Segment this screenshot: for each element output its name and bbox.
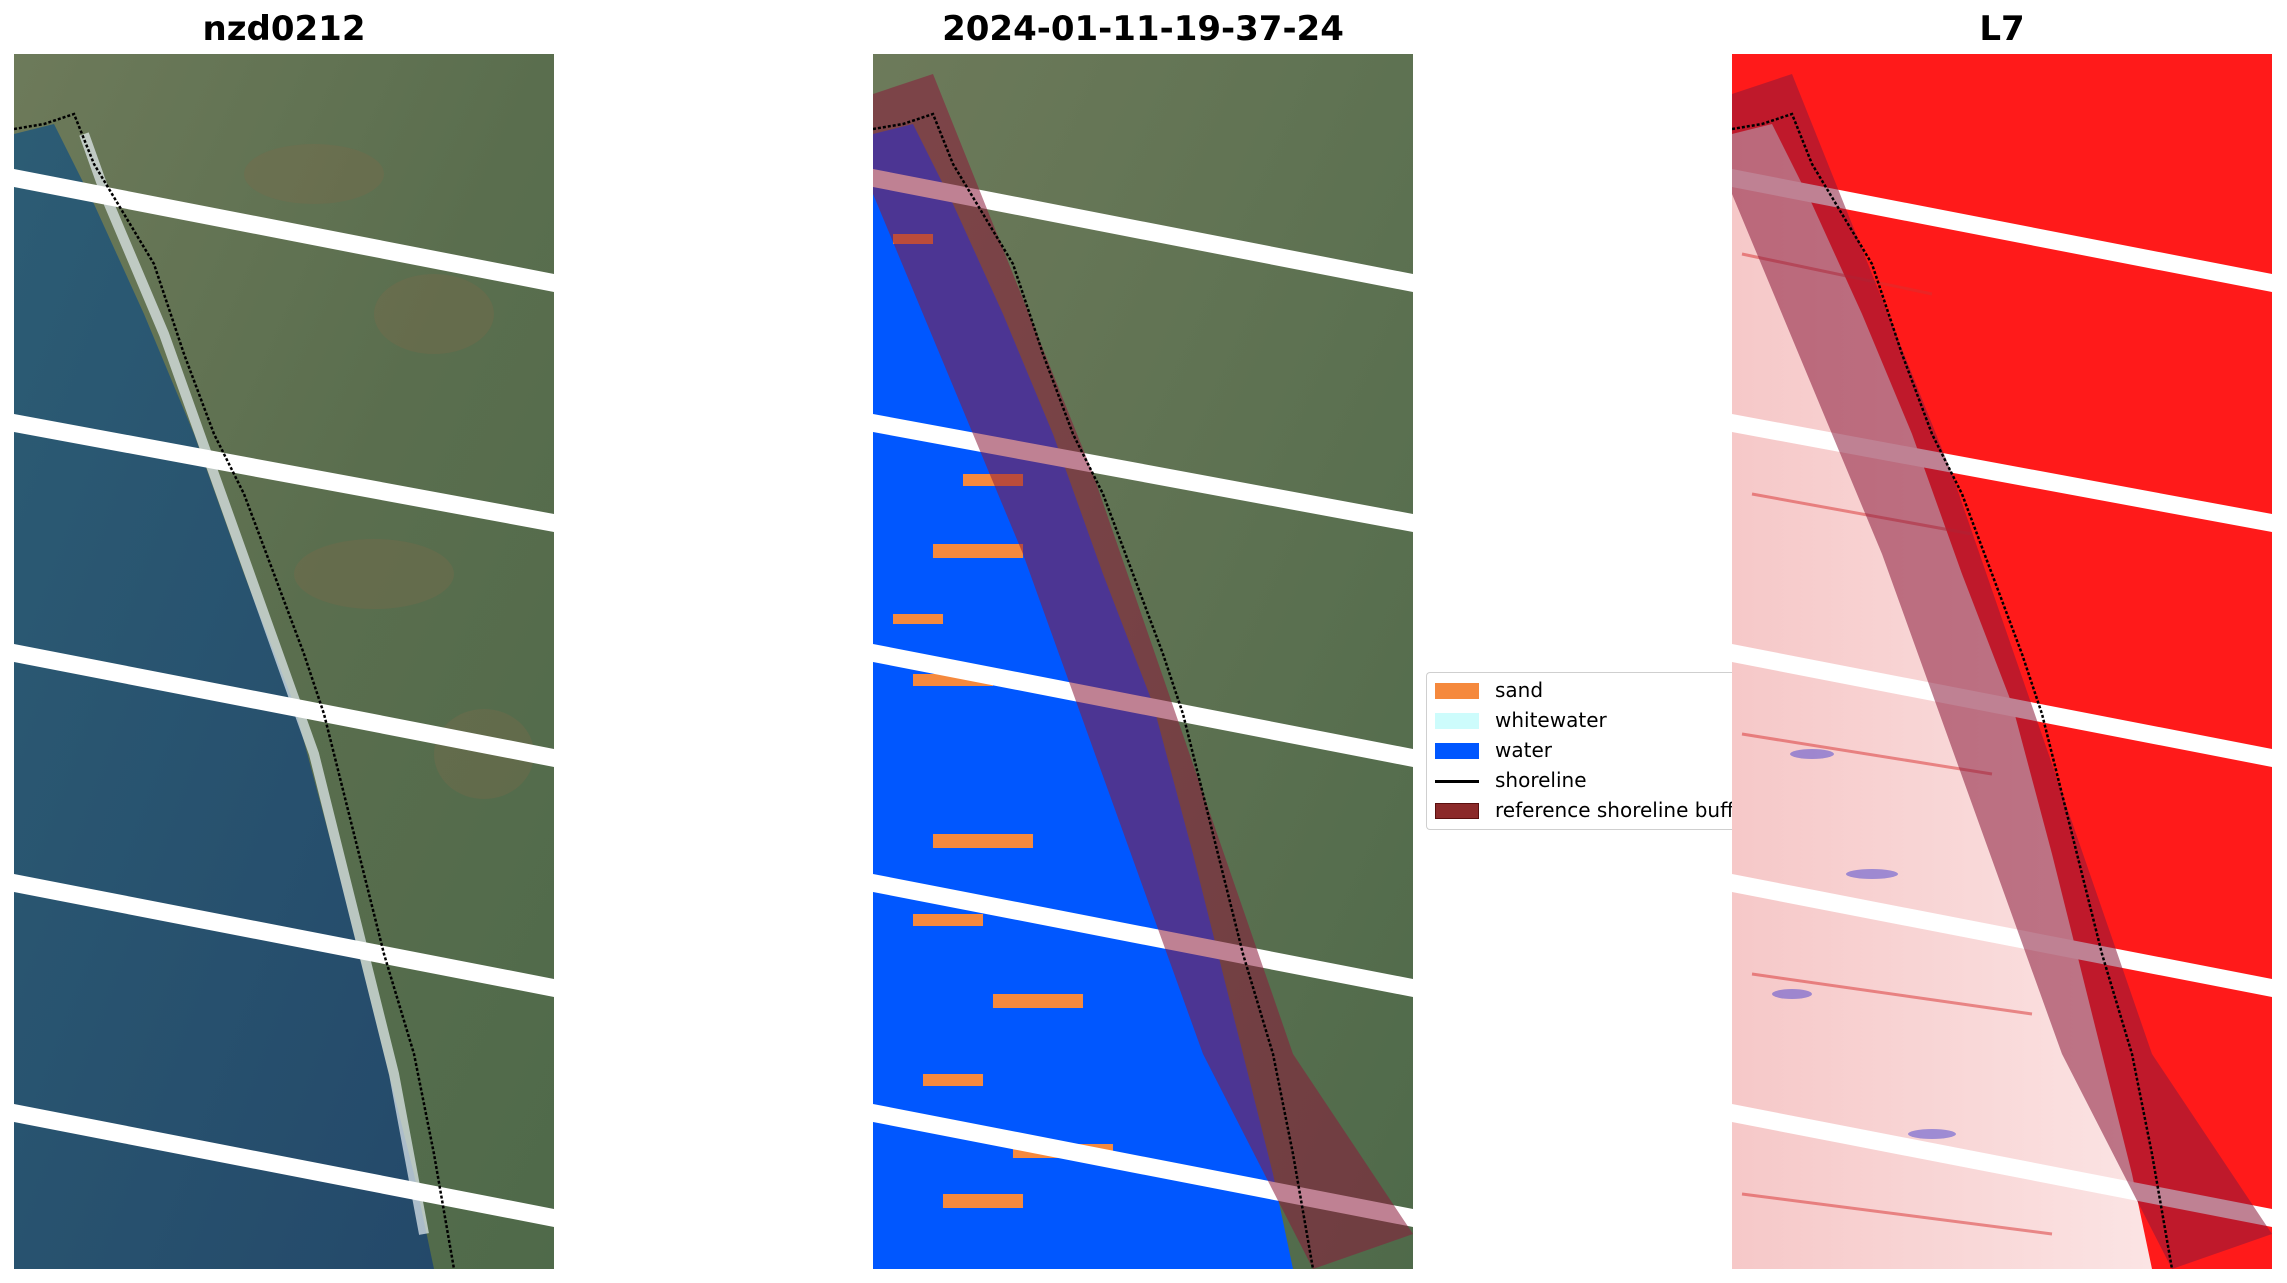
panel-title-rgb: nzd0212 [202,9,366,49]
classified-image-canvas [873,54,1413,1269]
index-image-canvas [1732,54,2272,1269]
shoreline-trace [1732,112,2174,1269]
legend-label-sand: sand [1495,678,1544,702]
legend-label-shoreline: shoreline [1495,768,1587,792]
legend-label-whitewater: whitewater [1495,708,1607,732]
terrain-patches [244,144,534,799]
legend-swatch-whitewater [1435,713,1479,729]
index-image [1732,54,2272,1269]
reference-shoreline-buffer [1732,74,2272,1269]
panel-title-index: L7 [1979,9,2025,49]
legend-swatch-water [1435,743,1479,759]
legend-item-sand: sand [1427,675,1732,705]
scan-line-gaps [14,169,554,1227]
panel-title-classified: 2024-01-11-19-37-24 [942,9,1344,49]
shoreline-trace [873,112,1315,1269]
surf-zone [79,132,429,1235]
reference-shoreline-buffer [873,74,1413,1269]
index-streaks [1741,252,2053,1236]
legend-item-whitewater: whitewater [1427,705,1732,735]
legend: sand whitewater water shoreline referenc… [1426,672,1732,830]
rgb-satellite-image [14,54,554,1269]
legend-line-shoreline [1435,780,1479,783]
legend-item-shoreline: shoreline [1427,765,1732,795]
rgb-image-canvas [14,54,554,1269]
legend-swatch-sand [1435,683,1479,699]
sand-class-patches [893,234,1113,1208]
legend-item-water: water [1427,735,1732,765]
low-index-spots [1772,749,1956,1139]
legend-label-buffer: reference shoreline buffer [1495,798,1732,822]
legend-label-water: water [1495,738,1552,762]
legend-item-buffer: reference shoreline buffer [1427,795,1732,825]
classified-image [873,54,1413,1269]
shoreline-trace [14,112,456,1269]
legend-swatch-buffer [1435,803,1479,819]
